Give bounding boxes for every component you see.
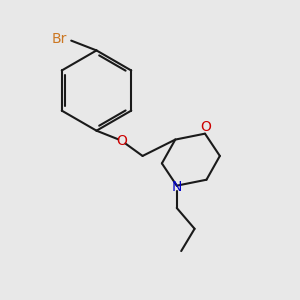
Text: O: O	[116, 134, 127, 148]
Text: N: N	[172, 180, 182, 194]
Text: Br: Br	[52, 32, 68, 46]
Text: O: O	[200, 120, 211, 134]
